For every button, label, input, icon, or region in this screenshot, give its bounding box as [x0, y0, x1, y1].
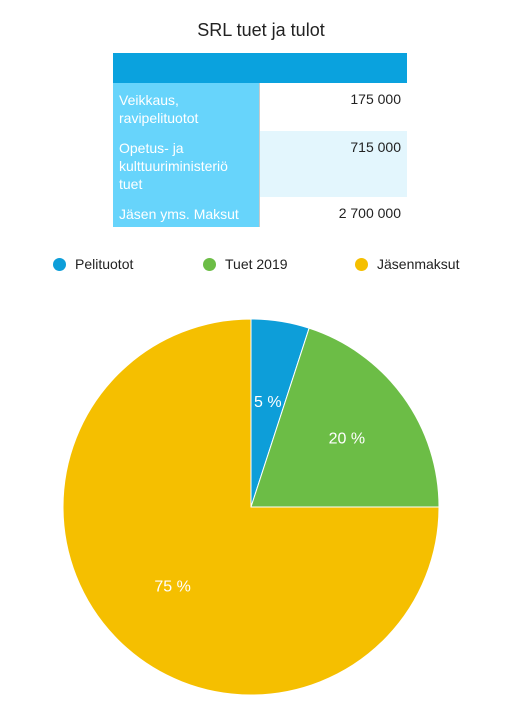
row-value: 175 000 [259, 83, 407, 131]
table-row: Veikkaus, ravipelituotot 175 000 [113, 83, 407, 131]
chart-title: SRL tuet ja tulot [197, 20, 325, 40]
slice-label-tuet-2019: 20 % [329, 430, 365, 447]
legend-swatch [53, 257, 66, 271]
legend-swatch [203, 257, 216, 271]
table-row: Jäsen yms. Maksut 2 700 000 [113, 197, 407, 227]
legend-item-pelituotot: Pelituotot [53, 256, 133, 272]
legend-label: Jäsenmaksut [377, 256, 460, 272]
slice-label-pelituotot: 5 % [254, 394, 282, 411]
row-label-line: tuet [119, 176, 143, 192]
row-label-line: Veikkaus, [119, 92, 179, 108]
row-label: Opetus- ja kulttuuriministeriö tuet [113, 131, 259, 197]
row-label: Jäsen yms. Maksut [113, 197, 259, 227]
table-row: Opetus- ja kulttuuriministeriö tuet 715 00… [113, 131, 407, 197]
row-label-line: Jäsen yms. Maksut [119, 206, 239, 222]
legend-label: Tuet 2019 [225, 256, 288, 272]
row-label-line: kulttuuriministeriö [119, 158, 228, 174]
slice-label-jasenmaksut: 75 % [154, 578, 190, 595]
legend-label: Pelituotot [75, 256, 134, 272]
data-table: Veikkaus, ravipelituotot 175 000 Opetus- … [113, 53, 407, 227]
row-value: 715 000 [259, 131, 407, 197]
pie-slice-tuet-2019 [250, 327, 440, 508]
legend-item-tuet-2019: Tuet 2019 [203, 256, 288, 272]
table-header [113, 53, 407, 83]
row-label-line: ravipelituotot [119, 110, 199, 126]
row-label: Veikkaus, ravipelituotot [113, 83, 259, 131]
pie-slice-jasenmaksut [62, 318, 440, 696]
legend-item-jasenmaksut: Jäsenmaksut [355, 256, 459, 272]
row-value: 2 700 000 [259, 197, 407, 227]
row-label-line: Opetus- ja [119, 140, 184, 156]
chart-legend: Pelituotot Tuet 2019 Jäsenmaksut [0, 256, 514, 276]
legend-swatch [355, 257, 368, 271]
